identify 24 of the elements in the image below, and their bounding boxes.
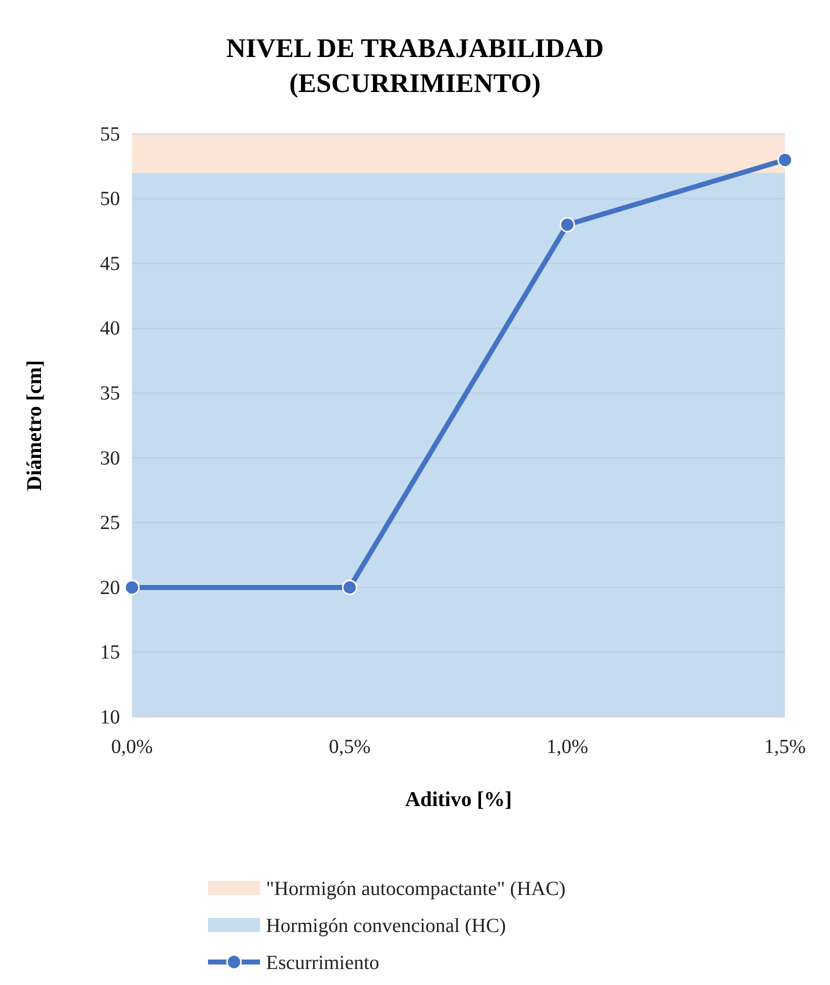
y-tick-label: 30 bbox=[100, 447, 120, 470]
chart-title: NIVEL DE TRABAJABILIDAD (ESCURRIMIENTO) bbox=[226, 33, 604, 98]
x-tick-label: 1,0% bbox=[546, 736, 588, 758]
x-tick-label: 0,0% bbox=[111, 736, 153, 758]
y-tick-label: 45 bbox=[100, 252, 120, 275]
y-tick-label: 55 bbox=[100, 123, 120, 146]
y-tick-label: 35 bbox=[100, 382, 120, 405]
y-tick-label: 20 bbox=[100, 576, 120, 599]
legend-label: Hormigón convencional (HC) bbox=[266, 915, 506, 937]
point bbox=[560, 217, 575, 232]
y-axis-title: Diámetro [cm] bbox=[22, 360, 46, 491]
x-axis-title: Aditivo [%] bbox=[405, 787, 512, 811]
y-tick-label: 10 bbox=[100, 706, 120, 728]
point bbox=[777, 152, 793, 168]
x-tick-label: 1,5% bbox=[764, 736, 806, 758]
point bbox=[124, 580, 140, 596]
y-tick-label: 15 bbox=[100, 642, 120, 664]
y-tick-label: 25 bbox=[100, 512, 120, 534]
legend-label: "Hormigón autocompactante" (HAC) bbox=[266, 878, 566, 900]
legend-label: Escurrimiento bbox=[266, 952, 380, 974]
y-tick-label: 50 bbox=[100, 188, 120, 210]
point bbox=[342, 580, 358, 596]
x-tick-label: 0,5% bbox=[328, 736, 371, 758]
y-tick-label: 40 bbox=[100, 318, 120, 340]
